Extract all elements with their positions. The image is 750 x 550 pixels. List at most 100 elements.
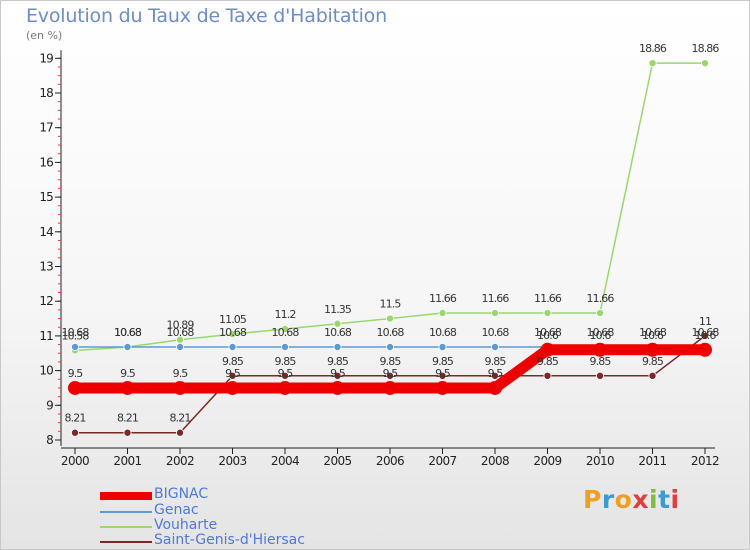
data-point: [385, 314, 394, 323]
data-point: [280, 343, 289, 352]
data-point: [333, 343, 342, 352]
data-point: [543, 371, 552, 380]
data-point: [596, 371, 605, 380]
data-label: 8.21: [117, 412, 138, 425]
data-point: [175, 343, 184, 352]
legend-label-saint-genis: Saint-Genis-d'Hiersac: [154, 532, 305, 548]
data-label: 9.85: [380, 355, 402, 368]
data-point: [280, 371, 289, 380]
data-label: 10.68: [534, 326, 562, 339]
data-label: 9.85: [590, 355, 612, 368]
data-point: [438, 343, 447, 352]
data-label: 9.85: [537, 355, 559, 368]
y-tick-label: 18: [39, 86, 53, 100]
data-label: 10.6: [537, 329, 559, 342]
logo-letter: i: [670, 485, 680, 514]
data-point: [385, 343, 394, 352]
data-label: 10.68: [692, 326, 720, 339]
y-tick-label: 11: [39, 329, 53, 343]
data-point: [228, 330, 237, 339]
data-label: 11.66: [534, 292, 562, 305]
data-point: [225, 380, 240, 395]
data-point: [435, 380, 450, 395]
y-tick-label: 15: [39, 190, 53, 204]
data-point: [123, 343, 132, 352]
data-label: 9.5: [383, 367, 399, 380]
data-label: 11.35: [324, 303, 352, 316]
data-label: 10.6: [695, 329, 717, 342]
legend-label-vouharte: Vouharte: [154, 517, 218, 533]
data-label: 9.5: [68, 367, 84, 380]
legend-swatch-genac: [100, 511, 152, 513]
y-tick-label: 13: [39, 260, 53, 274]
logo-letter: i: [649, 485, 659, 514]
data-point: [228, 371, 237, 380]
data-point: [173, 380, 187, 395]
data-label: 9.5: [330, 367, 346, 380]
data-label: 9.5: [225, 367, 241, 380]
data-point: [701, 59, 710, 68]
x-tick-label: 2005: [323, 454, 351, 468]
data-label: 10.68: [377, 326, 405, 339]
data-label: 10.68: [62, 326, 90, 339]
data-point: [120, 380, 135, 395]
x-tick-label: 2007: [428, 454, 456, 468]
data-label: 10.6: [590, 329, 612, 342]
data-label: 9.85: [485, 355, 507, 368]
data-point: [593, 342, 607, 357]
logo-letter: t: [658, 485, 671, 514]
data-label: 10.68: [219, 326, 247, 339]
data-point: [438, 371, 447, 380]
data-point: [698, 342, 712, 357]
data-label: 11.66: [482, 292, 510, 305]
data-label: 9.85: [642, 355, 664, 368]
data-point: [228, 343, 237, 352]
x-tick-label: 2002: [166, 454, 194, 468]
y-tick-label: 14: [39, 225, 53, 239]
data-point: [383, 380, 397, 395]
y-tick-label: 9: [46, 398, 53, 412]
data-point: [68, 380, 82, 395]
data-point: [280, 324, 289, 333]
data-point: [701, 331, 710, 340]
data-point: [385, 371, 394, 380]
logo-letter: r: [601, 485, 615, 514]
y-tick-label: 17: [39, 121, 53, 135]
data-label: 10.68: [587, 326, 615, 339]
legend-swatch-vouharte: [100, 526, 152, 528]
data-label: 10.68: [482, 326, 510, 339]
data-point: [333, 371, 342, 380]
x-tick-label: 2000: [61, 454, 89, 468]
data-label: 18.86: [639, 42, 667, 55]
chart-title: Evolution du Taux de Taxe d'Habitation: [26, 5, 387, 27]
data-label: 8.21: [65, 412, 86, 425]
data-point: [490, 371, 499, 380]
y-tick-label: 19: [39, 51, 53, 65]
data-label: 10.68: [114, 326, 142, 339]
x-tick-label: 2010: [586, 454, 614, 468]
data-point: [490, 308, 499, 317]
legend-label-genac: Genac: [154, 502, 199, 518]
data-label: 9.5: [278, 367, 294, 380]
logo-letter: P: [583, 485, 602, 514]
data-label: 10.68: [167, 326, 195, 339]
data-label: 9.85: [432, 355, 454, 368]
x-tick-label: 2009: [533, 454, 561, 468]
data-point: [543, 308, 552, 317]
data-label: 11.05: [219, 313, 247, 326]
data-point: [438, 308, 447, 317]
logo-letter: x: [632, 485, 649, 514]
data-point: [71, 428, 80, 437]
data-point: [278, 380, 292, 395]
data-label: 10.89: [167, 319, 195, 332]
data-label: 11.66: [587, 292, 615, 305]
y-tick-label: 8: [46, 433, 53, 447]
data-label: 10.58: [62, 329, 90, 342]
data-label: 10.68: [324, 326, 352, 339]
data-label: 11.2: [275, 308, 296, 321]
data-label: 10.68: [429, 326, 457, 339]
legend-label-bignac: BIGNAC: [154, 486, 209, 502]
y-unit-label: (en %): [26, 29, 63, 42]
data-point: [330, 380, 345, 395]
data-point: [488, 380, 502, 395]
